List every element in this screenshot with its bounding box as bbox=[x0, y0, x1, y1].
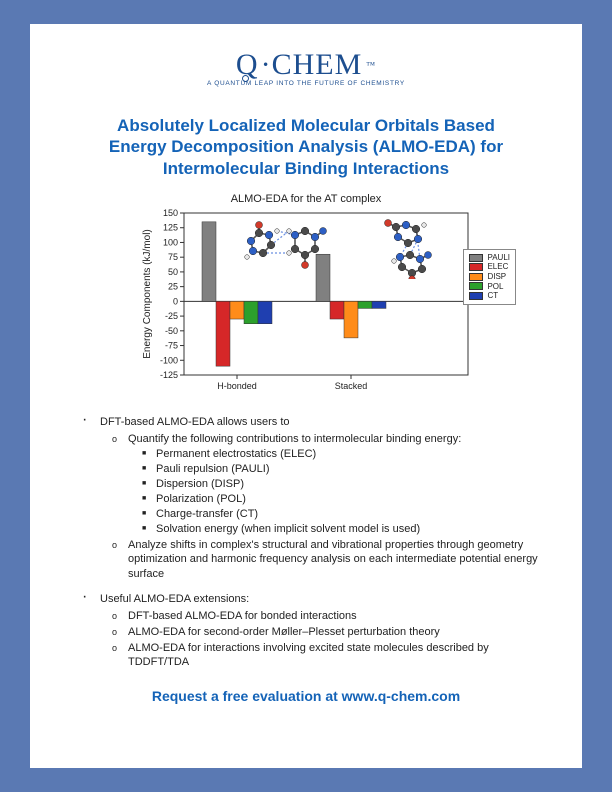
chart-container: ALMO-EDA for the AT complex -125-100-75-… bbox=[136, 193, 476, 397]
text: Dispersion (DISP) bbox=[156, 478, 244, 490]
svg-text:125: 125 bbox=[163, 222, 178, 232]
svg-text:0: 0 bbox=[173, 296, 178, 306]
title-line: Absolutely Localized Molecular Orbitals … bbox=[117, 116, 495, 135]
legend-item: CT bbox=[469, 291, 510, 301]
list-item: Analyze shifts in complex's structural a… bbox=[100, 538, 546, 583]
svg-text:-50: -50 bbox=[165, 326, 178, 336]
list-item: DFT-based ALMO-EDA allows users to Quant… bbox=[78, 415, 546, 582]
body-text: DFT-based ALMO-EDA allows users to Quant… bbox=[78, 415, 546, 671]
list-item: Charge-transfer (CT) bbox=[128, 507, 546, 522]
list-item: Solvation energy (when implicit solvent … bbox=[128, 522, 546, 537]
list-item: Dispersion (DISP) bbox=[128, 477, 546, 492]
svg-text:25: 25 bbox=[168, 281, 178, 291]
list-item: Permanent electrostatics (ELEC) bbox=[128, 447, 546, 462]
page-card: Q·CHEM™ A QUANTUM LEAP INTO THE FUTURE O… bbox=[30, 24, 582, 768]
title-line: Intermolecular Binding Interactions bbox=[163, 159, 449, 178]
text: DFT-based ALMO-EDA allows users to bbox=[100, 416, 290, 428]
legend-item: ELEC bbox=[469, 262, 510, 272]
list-item: Pauli repulsion (PAULI) bbox=[128, 462, 546, 477]
text: Analyze shifts in complex's structural a… bbox=[128, 539, 538, 581]
text: ALMO-EDA for second-order Møller–Plesset… bbox=[128, 626, 440, 638]
svg-text:75: 75 bbox=[168, 252, 178, 262]
list-item: ALMO-EDA for interactions involving exci… bbox=[100, 641, 546, 671]
logo-tagline: A QUANTUM LEAP INTO THE FUTURE OF CHEMIS… bbox=[66, 80, 546, 87]
text: ALMO-EDA for interactions involving exci… bbox=[128, 642, 489, 669]
svg-text:-100: -100 bbox=[160, 355, 178, 365]
svg-text:-125: -125 bbox=[160, 370, 178, 380]
text: Charge-transfer (CT) bbox=[156, 508, 258, 520]
svg-text:-25: -25 bbox=[165, 311, 178, 321]
svg-text:Stacked: Stacked bbox=[335, 381, 368, 391]
legend-item: DISP bbox=[469, 272, 510, 282]
svg-text:H-bonded: H-bonded bbox=[217, 381, 257, 391]
svg-text:100: 100 bbox=[163, 237, 178, 247]
list-item: Quantify the following contributions to … bbox=[100, 432, 546, 537]
qchem-logo: Q·CHEM™ bbox=[236, 48, 376, 82]
list-item: Useful ALMO-EDA extensions: DFT-based AL… bbox=[78, 592, 546, 670]
svg-text:Energy Components (kJ/mol): Energy Components (kJ/mol) bbox=[142, 229, 153, 359]
bar-chart: -125 -100 -75 -50 -25 0 25 50 75 100 125 150 Energy … bbox=[136, 207, 476, 397]
svg-text:-75: -75 bbox=[165, 340, 178, 350]
page-title: Absolutely Localized Molecular Orbitals … bbox=[66, 115, 546, 179]
chart-title: ALMO-EDA for the AT complex bbox=[136, 193, 476, 205]
logo-block: Q·CHEM™ A QUANTUM LEAP INTO THE FUTURE O… bbox=[66, 48, 546, 87]
list-item: ALMO-EDA for second-order Møller–Plesset… bbox=[100, 625, 546, 640]
cta-text: Request a free evaluation at www.q-chem.… bbox=[66, 688, 546, 704]
list-item: DFT-based ALMO-EDA for bonded interactio… bbox=[100, 609, 546, 624]
text: Pauli repulsion (PAULI) bbox=[156, 463, 270, 475]
svg-text:150: 150 bbox=[163, 208, 178, 218]
text: Useful ALMO-EDA extensions: bbox=[100, 593, 249, 605]
legend-item: POL bbox=[469, 282, 510, 292]
text: Solvation energy (when implicit solvent … bbox=[156, 523, 420, 535]
svg-text:50: 50 bbox=[168, 267, 178, 277]
logo-tm: ™ bbox=[366, 60, 376, 70]
list-item: Polarization (POL) bbox=[128, 492, 546, 507]
text: Polarization (POL) bbox=[156, 493, 246, 505]
title-line: Energy Decomposition Analysis (ALMO-EDA)… bbox=[109, 137, 503, 156]
text: Quantify the following contributions to … bbox=[128, 433, 461, 445]
text: Permanent electrostatics (ELEC) bbox=[156, 448, 316, 460]
text: DFT-based ALMO-EDA for bonded interactio… bbox=[128, 610, 357, 622]
chart-legend: PAULIELECDISPPOLCT bbox=[463, 249, 516, 305]
legend-item: PAULI bbox=[469, 253, 510, 263]
